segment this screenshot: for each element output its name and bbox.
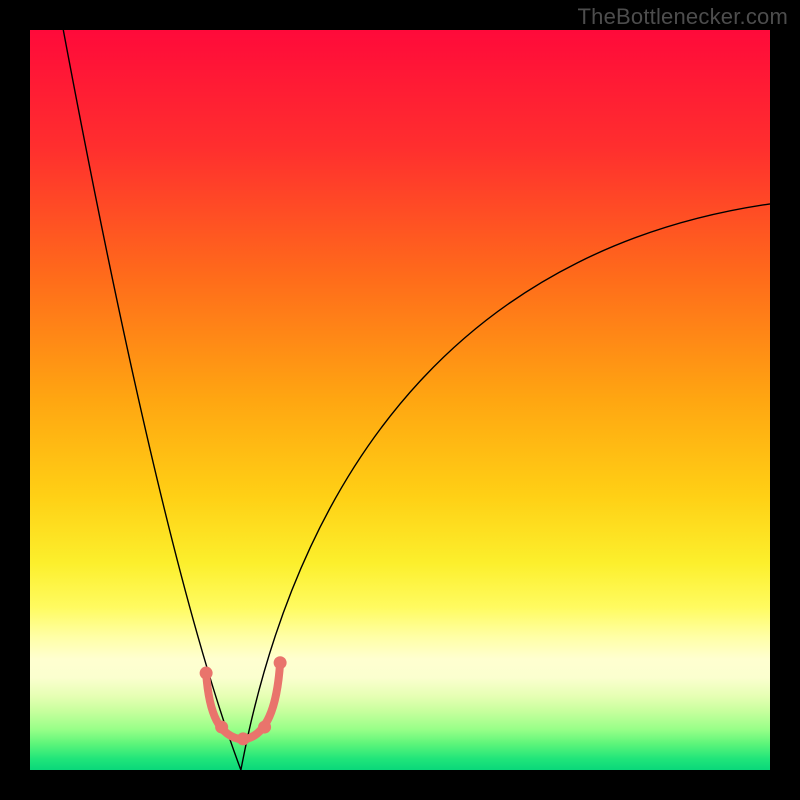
valley-dot [237,732,250,745]
valley-dot [274,656,287,669]
plot-area [30,30,770,770]
valley-dot [258,721,271,734]
bottleneck-chart [0,0,800,800]
valley-dot [200,667,213,680]
valley-dot [215,721,228,734]
